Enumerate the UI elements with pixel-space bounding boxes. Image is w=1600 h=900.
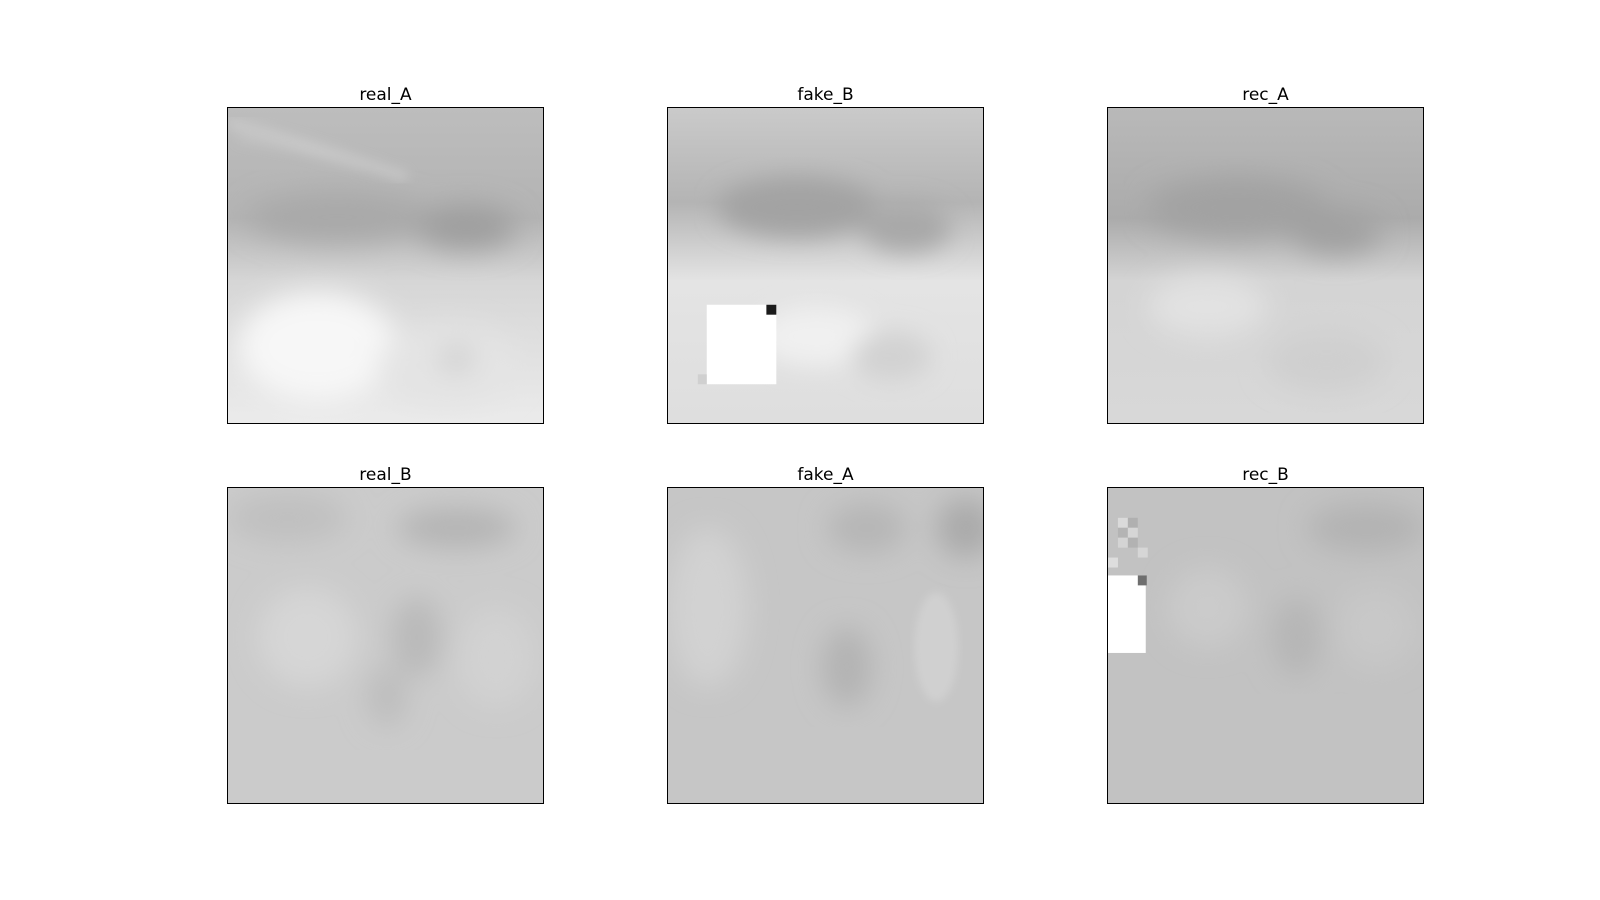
image-rec-b [1107,487,1424,804]
image-real-b [227,487,544,804]
image-real-a [227,107,544,424]
panel-fake-a: fake_A [667,463,984,804]
panel-title-rec-b: rec_B [1242,465,1289,485]
image-fake-a [667,487,984,804]
panel-title-real-b: real_B [359,465,412,485]
image-fake-b [667,107,984,424]
panel-rec-b: rec_B [1107,463,1424,804]
image-rec-a [1107,107,1424,424]
panel-real-a: real_A [227,83,544,424]
panel-rec-a: rec_A [1107,83,1424,424]
panel-title-fake-a: fake_A [797,465,854,485]
panel-title-rec-a: rec_A [1242,85,1289,105]
panel-title-fake-b: fake_B [797,85,854,105]
panel-real-b: real_B [227,463,544,804]
panel-fake-b: fake_B [667,83,984,424]
panel-title-real-a: real_A [359,85,412,105]
